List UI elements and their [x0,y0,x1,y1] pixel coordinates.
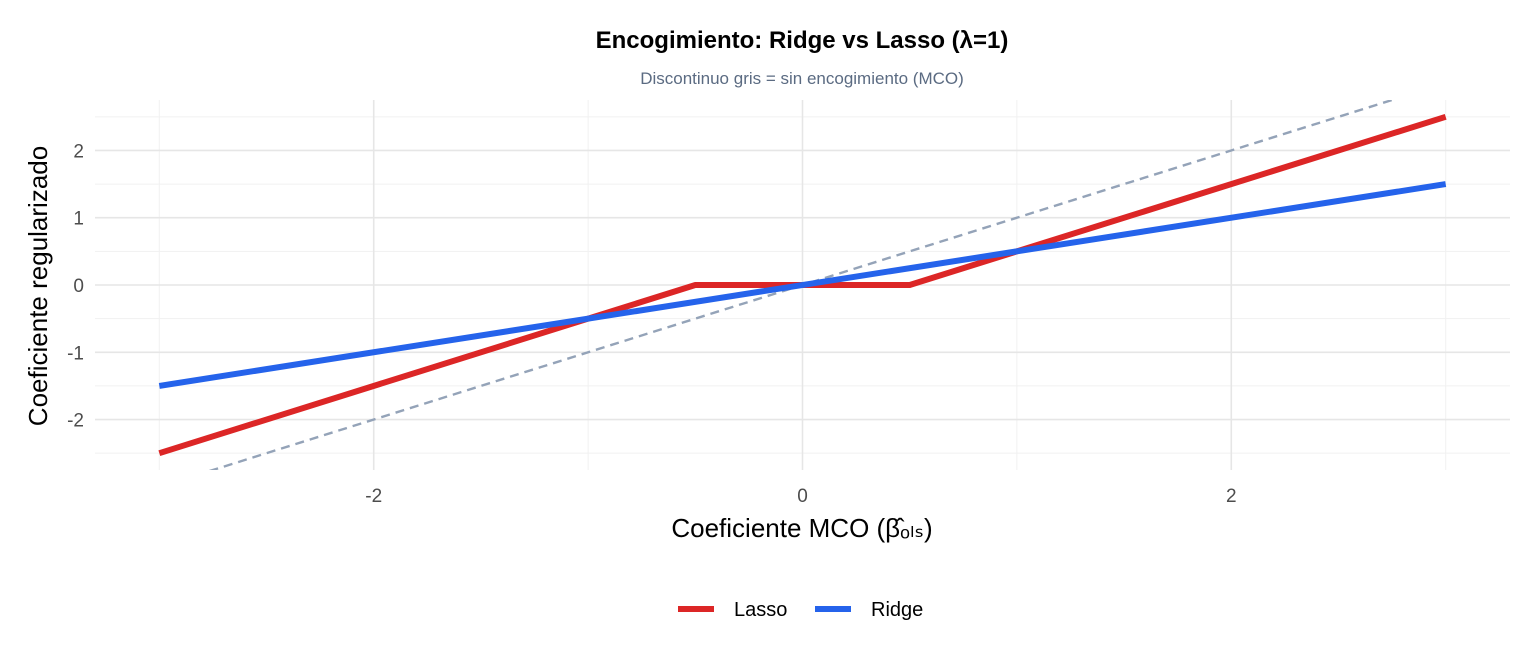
legend: Lasso Ridge [678,599,923,621]
legend-label-ridge: Ridge [871,599,923,621]
x-tick-label: 2 [1226,486,1237,507]
x-tick-label: -2 [365,486,382,507]
y-tick-label: 2 [73,141,84,162]
y-tick-label: -1 [67,343,84,364]
chart-title: Encogimiento: Ridge vs Lasso (λ=1) [596,27,1009,54]
x-axis-label: Coeficiente MCO (β̂ₒₗₛ) [671,513,932,543]
y-tick-label: 0 [73,276,84,297]
legend-item-lasso: Lasso [678,599,787,621]
grid [95,100,1510,470]
series-layer [158,113,1447,457]
legend-item-ridge: Ridge [815,599,923,621]
legend-label-lasso: Lasso [734,599,787,621]
y-tick-label: 1 [73,209,84,230]
y-tick-label: -2 [67,411,84,432]
chart-subtitle: Discontinuo gris = sin encogimiento (MCO… [640,69,964,88]
y-axis-label: Coeficiente regularizado [23,146,53,426]
x-tick-label: 0 [797,486,808,507]
tick-labels: -2 0 2 -2 -1 0 1 2 [67,141,1236,507]
series-line-ridge [158,181,1447,389]
